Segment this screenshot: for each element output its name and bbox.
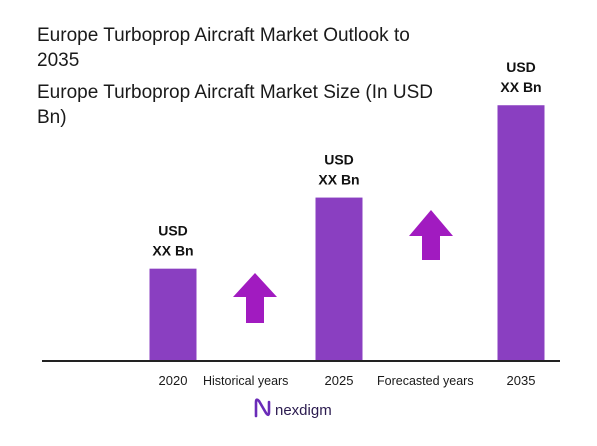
- subtitle-line-1: Europe Turboprop Aircraft Market Size (I…: [37, 82, 433, 103]
- title-line-1: Europe Turboprop Aircraft Market Outlook…: [37, 25, 410, 46]
- bars-group: [149, 105, 545, 361]
- brand-name: nexdigm: [275, 402, 332, 419]
- bar-2035: [497, 105, 545, 361]
- x-tick-labels: 2020 2025 2035: [159, 373, 536, 388]
- subtitle-line-2: Bn): [37, 107, 67, 128]
- x-tick-label-2020: 2020: [159, 373, 188, 388]
- bar-2025: [315, 197, 363, 361]
- title-line-2: 2035: [37, 50, 79, 71]
- bar-2020: [149, 268, 197, 361]
- chart-title: Europe Turboprop Aircraft Market Outlook…: [37, 25, 433, 128]
- arrows-group: [233, 210, 453, 323]
- data-label-2025-line-2: XX Bn: [318, 172, 359, 188]
- data-label-2020-line-2: XX Bn: [152, 243, 193, 259]
- data-label-2020-line-1: USD: [158, 223, 188, 239]
- brand-footer: nexdigm: [254, 398, 332, 419]
- x-tick-label-2025: 2025: [325, 373, 354, 388]
- data-label-2035-line-2: XX Bn: [500, 79, 541, 95]
- period-label-historical: Historical years: [203, 374, 288, 388]
- nexdigm-logo-icon: [254, 398, 271, 418]
- historical-growth-arrow-icon: [233, 273, 277, 323]
- data-label-2025-line-1: USD: [324, 152, 354, 168]
- data-labels-group: USD XX Bn USD XX Bn USD XX Bn: [152, 59, 541, 258]
- x-tick-label-2035: 2035: [507, 373, 536, 388]
- forecast-growth-arrow-icon: [409, 210, 453, 260]
- data-label-2035-line-1: USD: [506, 59, 536, 75]
- period-label-forecast: Forecasted years: [377, 374, 474, 388]
